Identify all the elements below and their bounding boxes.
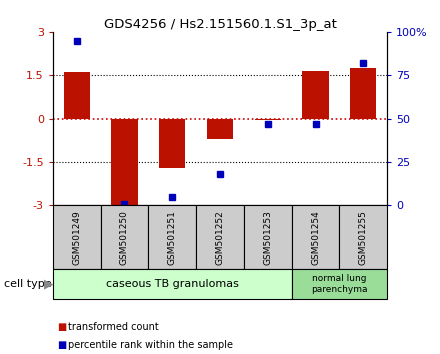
Bar xyxy=(255,119,281,120)
Bar xyxy=(111,119,138,205)
Text: GSM501253: GSM501253 xyxy=(263,210,272,265)
Bar xyxy=(350,68,377,119)
Bar xyxy=(101,205,148,269)
Bar xyxy=(196,205,244,269)
Bar xyxy=(159,119,185,168)
Text: caseous TB granulomas: caseous TB granulomas xyxy=(106,279,238,289)
Bar xyxy=(207,119,233,139)
Text: GSM501249: GSM501249 xyxy=(72,210,81,264)
Text: ■: ■ xyxy=(57,340,66,350)
Bar xyxy=(244,205,292,269)
Text: ■: ■ xyxy=(57,322,66,332)
Text: GSM501252: GSM501252 xyxy=(216,210,224,264)
Text: transformed count: transformed count xyxy=(68,322,159,332)
Text: GSM501251: GSM501251 xyxy=(168,210,177,265)
Bar xyxy=(339,205,387,269)
Bar xyxy=(302,71,329,119)
Bar xyxy=(292,205,339,269)
Bar xyxy=(292,269,387,299)
Bar xyxy=(148,205,196,269)
Text: normal lung
parenchyma: normal lung parenchyma xyxy=(311,274,368,294)
Title: GDS4256 / Hs2.151560.1.S1_3p_at: GDS4256 / Hs2.151560.1.S1_3p_at xyxy=(103,18,337,31)
Text: GSM501250: GSM501250 xyxy=(120,210,129,265)
Text: cell type: cell type xyxy=(4,279,52,289)
Bar xyxy=(63,72,90,119)
Text: percentile rank within the sample: percentile rank within the sample xyxy=(68,340,233,350)
Text: ▶: ▶ xyxy=(44,278,54,291)
Text: GSM501255: GSM501255 xyxy=(359,210,368,265)
Bar xyxy=(53,205,101,269)
Bar xyxy=(53,269,292,299)
Text: GSM501254: GSM501254 xyxy=(311,210,320,264)
